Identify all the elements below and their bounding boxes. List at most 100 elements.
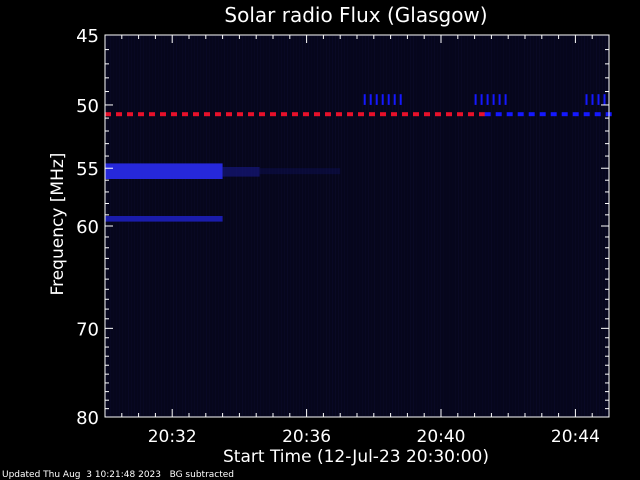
noise-streak <box>374 36 375 416</box>
noise-streak <box>425 36 426 416</box>
dashed-line-segment <box>270 112 276 117</box>
noise-streak <box>593 36 594 416</box>
noise-streak <box>413 36 414 416</box>
noise-streak <box>344 36 345 416</box>
noise-streak <box>341 36 342 416</box>
noise-streak <box>308 36 309 416</box>
noise-streak <box>353 36 354 416</box>
noise-streak <box>317 36 318 416</box>
noise-streak <box>467 36 468 416</box>
noise-streak <box>323 36 324 416</box>
noise-streak <box>113 36 114 416</box>
noise-streak <box>338 36 339 416</box>
noise-streak <box>368 36 369 416</box>
chart-title: Solar radio Flux (Glasgow) <box>224 3 487 27</box>
dashed-line-segment <box>226 112 232 117</box>
dashed-line-segment <box>347 112 353 117</box>
noise-streak <box>416 36 417 416</box>
noise-streak <box>395 36 396 416</box>
noise-streak <box>545 36 546 416</box>
noise-streak <box>428 36 429 416</box>
noise-streak <box>569 36 570 416</box>
noise-streak <box>512 36 513 416</box>
noise-streak <box>230 36 231 416</box>
noise-streak <box>398 36 399 416</box>
noise-streak <box>401 36 402 416</box>
noise-streak <box>527 36 528 416</box>
noise-streak <box>236 36 237 416</box>
dashed-line-segment <box>127 112 133 117</box>
signal-tick <box>486 94 489 105</box>
dashed-line-segment <box>479 112 485 117</box>
noise-streak <box>485 36 486 416</box>
noise-streak <box>137 36 138 416</box>
dashed-line-segment <box>528 112 535 117</box>
noise-streak <box>305 36 306 416</box>
noise-streak <box>218 36 219 416</box>
noise-streak <box>491 36 492 416</box>
dashed-line-segment <box>336 112 342 117</box>
x-axis-label: Start Time (12-Jul-23 20:30:00) <box>223 447 489 467</box>
signal-tick <box>492 94 495 105</box>
noise-streak <box>290 36 291 416</box>
y-axis: 45 50 55 60 70 80 <box>76 26 609 429</box>
y-tick-label: 80 <box>76 408 99 429</box>
noise-streak <box>422 36 423 416</box>
noise-streak <box>392 36 393 416</box>
noise-streak <box>599 36 600 416</box>
noise-streak <box>191 36 192 416</box>
dashed-line-segment <box>314 112 320 117</box>
noise-streak <box>203 36 204 416</box>
dashed-line-segment <box>561 112 568 117</box>
noise-streak <box>473 36 474 416</box>
noise-streak <box>179 36 180 416</box>
noise-streak <box>125 36 126 416</box>
noise-streak <box>194 36 195 416</box>
noise-streak <box>449 36 450 416</box>
dashed-line-segment <box>182 112 188 117</box>
noise-streak <box>173 36 174 416</box>
noise-streak <box>245 36 246 416</box>
noise-streak <box>134 36 135 416</box>
noise-streak <box>575 36 576 416</box>
dashed-line-segment <box>193 112 199 117</box>
noise-streak <box>227 36 228 416</box>
signal-tick <box>585 94 588 105</box>
noise-streak <box>248 36 249 416</box>
noise-streak <box>476 36 477 416</box>
noise-streak <box>380 36 381 416</box>
signal-tick <box>591 94 594 105</box>
signal-tick <box>375 94 378 105</box>
noise-streak <box>200 36 201 416</box>
x-tick-label: 20:32 <box>148 427 197 447</box>
noise-streak <box>584 36 585 416</box>
noise-streak <box>389 36 390 416</box>
noise-streak <box>188 36 189 416</box>
noise-streak <box>293 36 294 416</box>
x-axis: 20:32 20:36 20:40 20:44 <box>121 35 600 447</box>
dashed-line-segment <box>259 112 265 117</box>
noise-streak <box>461 36 462 416</box>
noise-streak <box>362 36 363 416</box>
noise-streak <box>224 36 225 416</box>
noise-streak <box>524 36 525 416</box>
noise-streak <box>314 36 315 416</box>
dashed-line-segment <box>215 112 221 117</box>
noise-streak <box>239 36 240 416</box>
noise-streak <box>548 36 549 416</box>
noise-streak <box>350 36 351 416</box>
signal-tick <box>504 94 507 105</box>
dashed-line-segment <box>583 112 590 117</box>
noise-streak <box>284 36 285 416</box>
noise-streak <box>479 36 480 416</box>
signal-tick <box>498 94 501 105</box>
footer-status: Updated Thu Aug 3 10:21:48 2023 BG subtr… <box>2 470 235 480</box>
noise-streak <box>446 36 447 416</box>
noise-streak <box>587 36 588 416</box>
noise-streak <box>437 36 438 416</box>
dashed-line-segment <box>237 112 243 117</box>
noise-streak <box>251 36 252 416</box>
emission-band <box>259 168 341 175</box>
noise-streak <box>536 36 537 416</box>
noise-streak <box>347 36 348 416</box>
